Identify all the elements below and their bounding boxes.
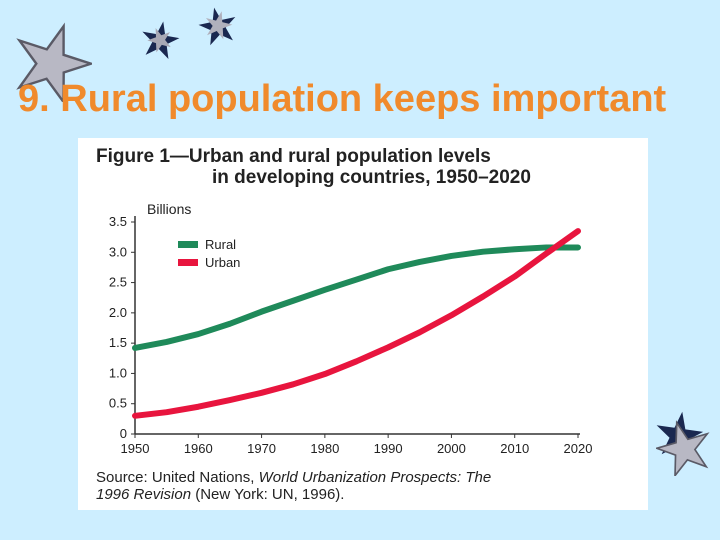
data-point-urban xyxy=(291,382,295,386)
data-point-rural xyxy=(259,310,264,314)
data-point-urban xyxy=(133,414,137,418)
legend-swatch-rural xyxy=(178,241,198,248)
y-tick-label: 2.0 xyxy=(109,305,127,320)
star-icon xyxy=(16,22,92,102)
data-point-urban xyxy=(354,359,359,363)
data-point-urban xyxy=(513,274,517,279)
y-tick-label: 3.5 xyxy=(109,214,127,229)
x-tick-label: 1980 xyxy=(310,441,339,456)
data-point-rural xyxy=(481,250,485,254)
population-line-chart: 0 0.5 1.0 1.5 2.0 2.5 3.0 3.5 1950 1960 1970 1980 19… xyxy=(109,201,593,456)
y-tick-label: 0 xyxy=(120,426,127,441)
data-point-urban xyxy=(228,398,232,402)
legend-label-rural: Rural xyxy=(205,237,236,252)
figure-title-line1: Figure 1—Urban and rural population leve… xyxy=(96,146,491,167)
x-tick-label: 1990 xyxy=(374,441,403,456)
source-prefix: Source: United Nations, xyxy=(96,469,259,486)
y-tick-label: 1.5 xyxy=(109,335,127,350)
data-point-urban xyxy=(165,410,169,414)
x-tick-label: 2010 xyxy=(500,441,529,456)
x-tick-label: 2000 xyxy=(437,441,466,456)
data-point-rural xyxy=(196,332,200,336)
legend-label-urban: Urban xyxy=(205,255,240,270)
data-point-urban xyxy=(323,372,327,376)
x-tick-label: 1970 xyxy=(247,441,276,456)
star-icon xyxy=(656,420,710,476)
figure-title-line2: in developing countries, 1950–2020 xyxy=(212,167,531,188)
figure-source: Source: United Nations, World Urbanizati… xyxy=(96,469,491,503)
data-point-rural xyxy=(291,299,295,303)
data-point-urban xyxy=(386,345,390,349)
data-point-rural xyxy=(133,346,137,350)
data-point-rural xyxy=(165,340,169,344)
data-point-rural xyxy=(386,267,390,271)
source-suffix: (New York: UN, 1996). xyxy=(191,486,345,503)
data-point-urban xyxy=(544,251,548,256)
data-point-rural xyxy=(418,260,422,264)
data-point-rural xyxy=(513,247,517,251)
data-point-urban xyxy=(418,330,422,334)
data-point-urban xyxy=(449,313,454,317)
y-tick-label: 3.0 xyxy=(109,244,127,259)
x-tick-label: 1960 xyxy=(184,441,213,456)
data-point-urban xyxy=(259,391,264,395)
source-title-part2: 1996 Revision xyxy=(96,486,192,503)
legend-swatch-urban xyxy=(178,259,198,266)
y-tick-label: 2.5 xyxy=(109,275,127,290)
figure-panel: Figure 1—Urban and rural population leve… xyxy=(78,138,648,510)
data-point-rural xyxy=(354,277,359,282)
slide-title: 9. Rural population keeps important xyxy=(18,78,667,120)
series-line-urban xyxy=(132,228,581,419)
figure-title: Figure 1—Urban and rural population leve… xyxy=(96,146,531,188)
x-tick-label: 2020 xyxy=(564,441,593,456)
star-icon xyxy=(142,21,180,59)
data-point-rural xyxy=(576,245,580,250)
series-line-rural xyxy=(132,244,581,351)
data-point-rural xyxy=(544,245,548,250)
data-point-rural xyxy=(449,254,454,258)
data-point-urban xyxy=(196,405,200,409)
x-tick-label: 1950 xyxy=(121,441,150,456)
y-tick-label: 0.5 xyxy=(109,396,127,411)
data-point-urban xyxy=(576,229,580,233)
data-point-rural xyxy=(228,322,232,326)
data-point-rural xyxy=(323,288,327,292)
y-tick-label: 1.0 xyxy=(109,365,127,380)
star-icon xyxy=(198,7,236,46)
source-title-part1: World Urbanization Prospects: The xyxy=(258,469,492,486)
y-axis-label: Billions xyxy=(147,201,191,217)
data-point-urban xyxy=(481,294,485,299)
